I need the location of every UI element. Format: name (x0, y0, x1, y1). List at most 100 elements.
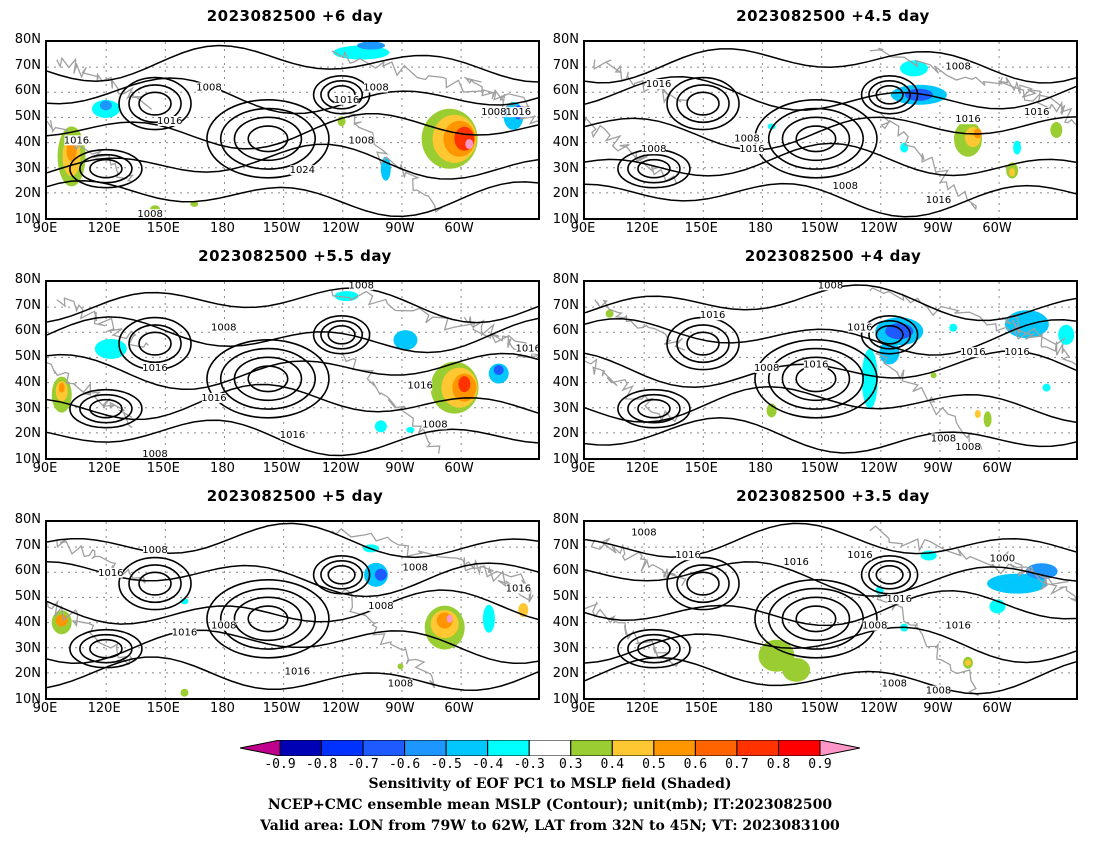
contour-label-bg (847, 322, 872, 333)
mslp-contour (585, 318, 1076, 356)
map-frame: 1008 1016 1016 1008 1016 1000 1016 1016 1008 1008 (583, 520, 1078, 700)
contour-label: 1016 (1004, 347, 1029, 358)
contour-label: 1008 (211, 323, 236, 334)
caption-line-3: Valid area: LON from 79W to 62W, LAT fro… (260, 818, 840, 834)
lat-tick-label: 60N (552, 323, 579, 339)
lat-tick-label: 50N (552, 349, 579, 365)
mslp-contour (585, 522, 1076, 558)
sensitivity-shading (99, 100, 112, 111)
lat-tick-label: 50N (552, 589, 579, 605)
mslp-contour (47, 656, 538, 691)
mslp-contour (312, 74, 371, 115)
lon-tick-label: 60W (982, 701, 1012, 716)
sensitivity-shading (458, 376, 471, 393)
lat-tick-label: 10N (552, 452, 579, 467)
coastline (999, 76, 1076, 126)
contour-label-bg (676, 550, 701, 561)
coastline (1001, 314, 1076, 366)
mslp-contour (585, 116, 1076, 151)
contour-label: 1016 (280, 430, 305, 441)
mslp-contour (860, 554, 919, 595)
sensitivity-shading (930, 372, 937, 379)
lat-tick-label: 70N (14, 537, 41, 553)
coastline (1001, 550, 1076, 602)
colorbar-segment (528, 740, 572, 756)
lon-tick-label: 90W (923, 461, 953, 476)
lat-tick-label: 20N (552, 186, 579, 202)
mslp-contour (676, 564, 730, 604)
contour-label-bg (506, 583, 531, 594)
contour-label: 1008 (754, 363, 779, 374)
colorbar (240, 740, 860, 756)
contour-label-bg (138, 209, 163, 218)
colorbar-tick-label: -0.7 (347, 757, 379, 772)
contour-label-bg (955, 114, 980, 125)
colorbar-segment (611, 740, 655, 756)
mslp-contour (47, 352, 538, 391)
contour-label-bg (408, 380, 433, 391)
mslp-contour (676, 84, 730, 124)
sensitivity-shading (1025, 563, 1058, 580)
mslp-contour (686, 571, 720, 596)
mslp-contour (868, 79, 912, 110)
map-frame: 1008 1008 1016 1016 1016 1016 1008 1016 1008 (45, 280, 540, 460)
mslp-contour (47, 113, 538, 150)
lat-tick-label: 10N (14, 692, 41, 707)
mslp-contour (666, 556, 740, 611)
mslp-contour (327, 564, 356, 585)
lat-tick-label: 80N (14, 272, 41, 287)
contour-label: 1016 (285, 666, 310, 677)
contour-label-bg (946, 620, 971, 631)
mslp-contour (206, 339, 330, 419)
contour-label: 1016 (157, 116, 182, 127)
lat-tick-label: 30N (552, 400, 579, 416)
mslp-contour (795, 125, 837, 153)
contour-label-bg (481, 107, 506, 118)
sensitivity-shading (1042, 383, 1051, 392)
sensitivity-shading (482, 604, 495, 633)
mslp-contour (320, 559, 364, 590)
contour-label: 1016 (515, 344, 538, 355)
colorbar-segment (694, 740, 738, 756)
colorbar-segment (653, 740, 696, 756)
contour-label: 1008 (422, 419, 447, 430)
contour-label: 1016 (201, 393, 226, 404)
coastline (47, 119, 135, 182)
contour-label-bg (143, 363, 168, 373)
mslp-contour (47, 560, 538, 598)
mslp-contour (312, 314, 371, 355)
lon-tick-label: 150E (684, 701, 718, 716)
mslp-contour (118, 556, 192, 611)
lon-tick-label: 120W (321, 461, 360, 476)
sensitivity-shading (180, 688, 189, 697)
sensitivity-shading (446, 614, 453, 623)
contour-label-bg (1024, 107, 1049, 118)
mslp-contour (247, 365, 289, 393)
contour-label-bg (211, 620, 236, 631)
contour-label: 1008 (481, 107, 506, 118)
contour-label: 1008 (818, 282, 843, 291)
lat-tick-label: 20N (552, 666, 579, 682)
lon-tick-label: 150W (262, 461, 301, 476)
colorbar-tick-label: 0.7 (725, 757, 749, 772)
lat-tick-label: 80N (14, 512, 41, 527)
mslp-contour (585, 48, 1076, 84)
panel-title: 2023082500 +6 day (206, 7, 384, 25)
colorbar-segment (321, 740, 364, 756)
lat-tick-label: 50N (552, 109, 579, 125)
sensitivity-shading (374, 420, 387, 433)
contour-label: 1008 (833, 181, 858, 192)
contour-label-bg (64, 135, 89, 146)
mslp-contour (320, 319, 364, 350)
lon-tick-label: 150E (684, 461, 718, 476)
lon-tick-label: 60W (444, 461, 474, 476)
contour-label: 1008 (631, 527, 656, 538)
lon-tick-label: 150W (800, 221, 839, 236)
sensitivity-shading (974, 410, 981, 418)
contour-label: 1008 (211, 621, 236, 632)
lat-tick-label: 70N (552, 57, 579, 73)
mslp-contour (666, 76, 740, 131)
coastline (331, 50, 530, 108)
lat-tick-label: 10N (14, 212, 41, 227)
